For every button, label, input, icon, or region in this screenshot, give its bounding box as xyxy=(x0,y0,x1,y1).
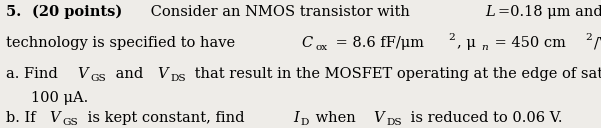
Text: C: C xyxy=(302,36,313,50)
Text: 2: 2 xyxy=(585,33,593,42)
Text: is kept constant, find: is kept constant, find xyxy=(83,111,249,125)
Text: 5.: 5. xyxy=(6,5,26,19)
Text: 100 μA.: 100 μA. xyxy=(31,91,88,105)
Text: ox: ox xyxy=(316,43,328,52)
Text: is reduced to 0.06 V.: is reduced to 0.06 V. xyxy=(406,111,563,125)
Text: I: I xyxy=(293,111,299,125)
Text: =0.18 μm and: =0.18 μm and xyxy=(498,5,601,19)
Text: , μ: , μ xyxy=(457,36,476,50)
Text: = 8.6 fF/μm: = 8.6 fF/μm xyxy=(331,36,424,50)
Text: = 450 cm: = 450 cm xyxy=(490,36,566,50)
Text: V: V xyxy=(373,111,383,125)
Text: GS: GS xyxy=(63,118,79,127)
Text: (20 points): (20 points) xyxy=(32,5,122,19)
Text: V: V xyxy=(49,111,60,125)
Text: V: V xyxy=(78,67,88,81)
Text: GS: GS xyxy=(91,74,106,83)
Text: DS: DS xyxy=(386,118,402,127)
Text: /V·s, and: /V·s, and xyxy=(594,36,601,50)
Text: Consider an NMOS transistor with: Consider an NMOS transistor with xyxy=(146,5,415,19)
Text: 2: 2 xyxy=(449,33,456,42)
Text: n: n xyxy=(481,43,488,52)
Text: V: V xyxy=(157,67,168,81)
Text: D: D xyxy=(300,118,308,127)
Text: technology is specified to have: technology is specified to have xyxy=(6,36,240,50)
Text: L: L xyxy=(486,5,495,19)
Text: b. If: b. If xyxy=(6,111,40,125)
Text: that result in the MOSFET operating at the edge of saturation with: that result in the MOSFET operating at t… xyxy=(191,67,601,81)
Text: a. Find: a. Find xyxy=(6,67,63,81)
Text: when: when xyxy=(311,111,360,125)
Text: DS: DS xyxy=(171,74,186,83)
Text: and: and xyxy=(111,67,147,81)
